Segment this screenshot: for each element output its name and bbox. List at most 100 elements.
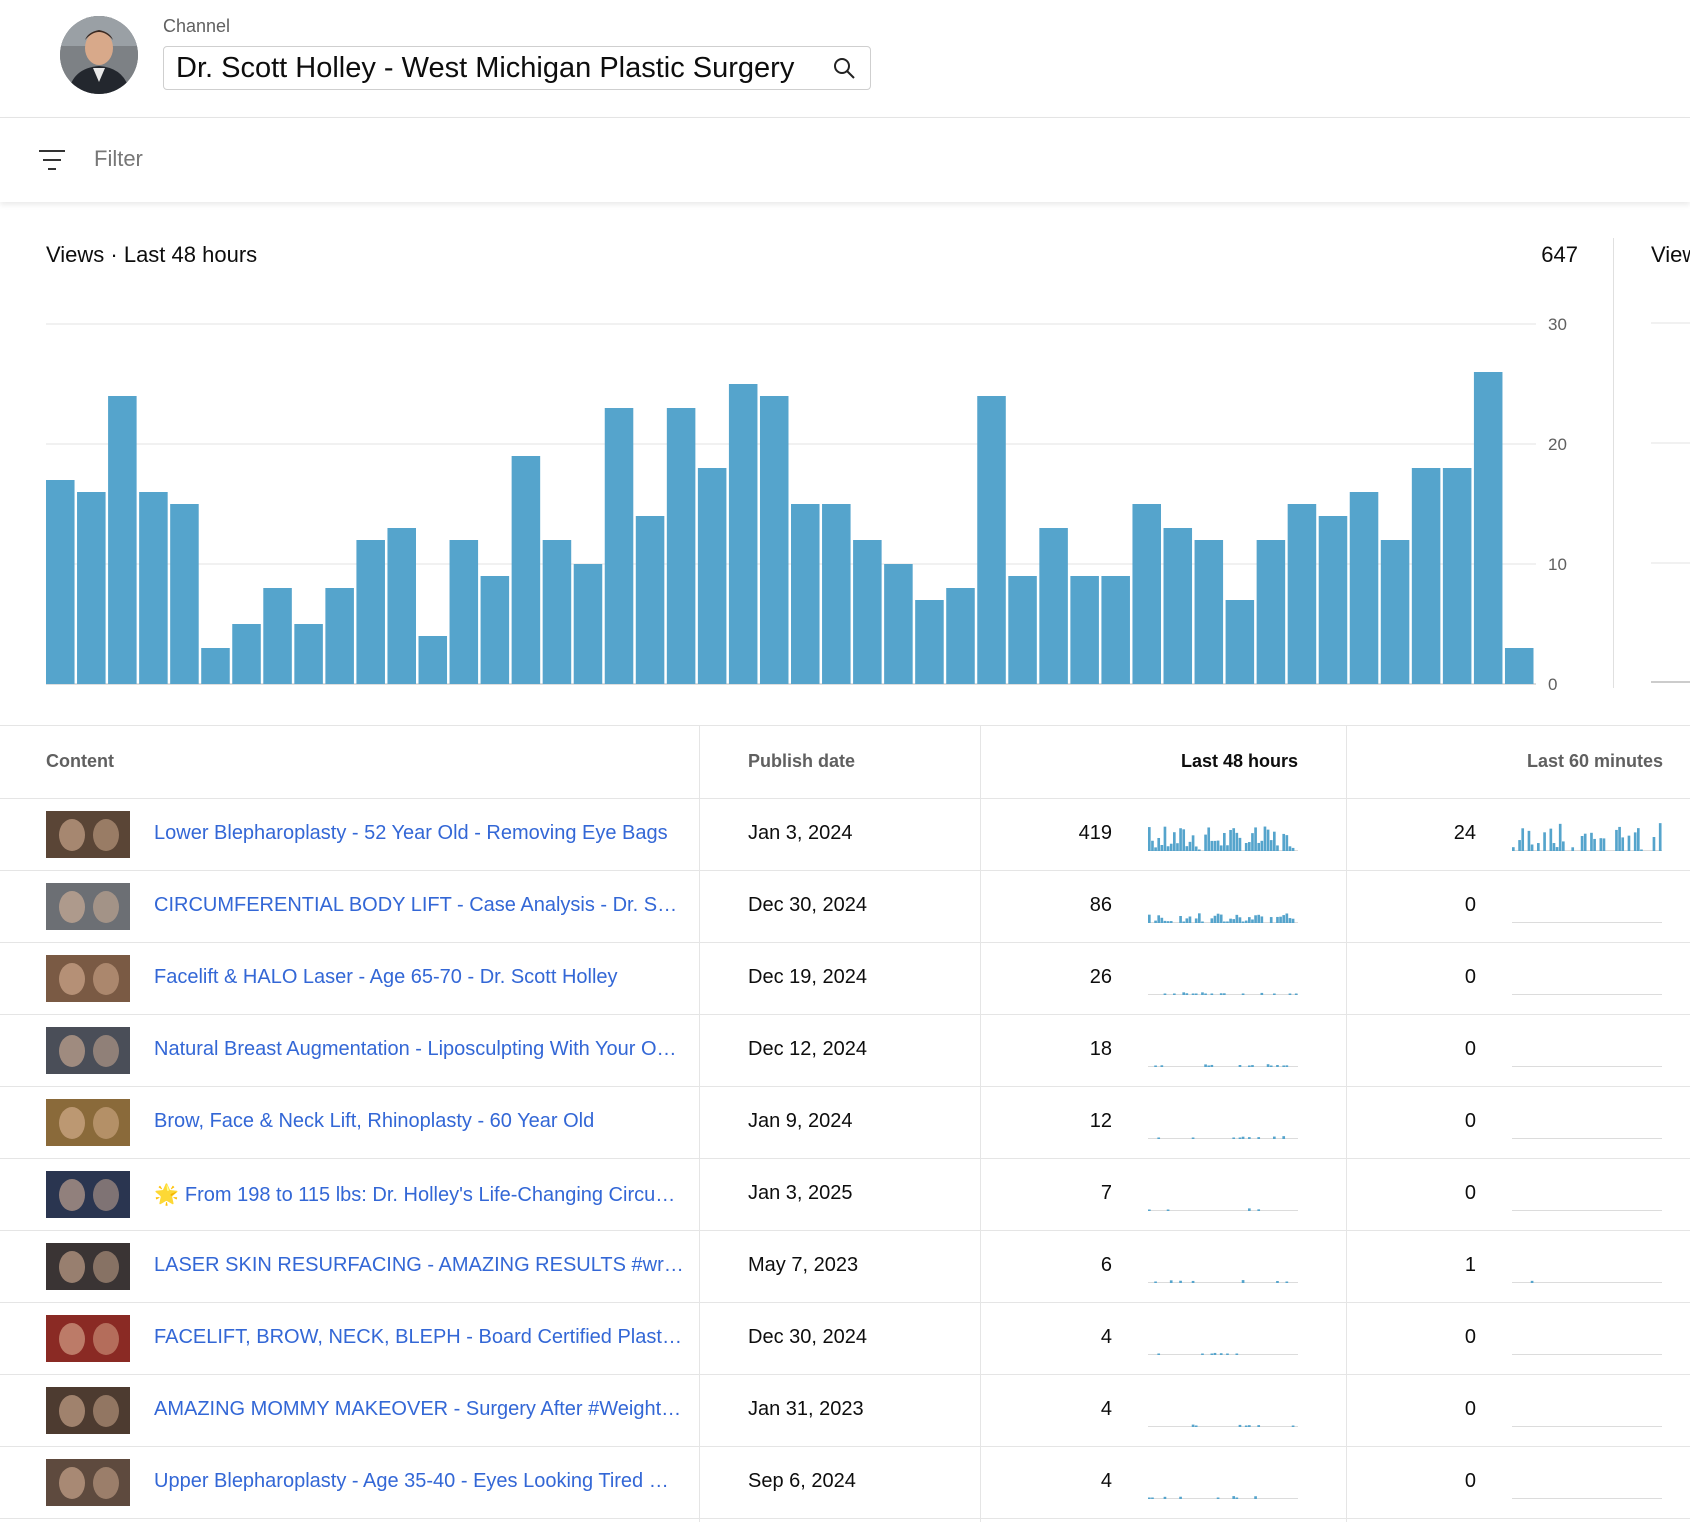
video-title-link[interactable]: LASER SKIN RESURFACING - AMAZING RESULTS… [154,1254,684,1277]
sparkline-bar [1251,919,1254,923]
views-last-60-minutes: 0 [1464,1110,1476,1132]
chart-bar[interactable] [1194,540,1224,684]
chart-bar[interactable] [759,396,789,684]
chart-bar[interactable] [915,600,944,684]
sparkline-60-minutes [1512,1280,1662,1283]
chart-bar[interactable] [1442,468,1472,684]
table-row[interactable]: LASER SKIN RESURFACING - AMAZING RESULTS… [0,1231,1690,1303]
header-last-60-minutes[interactable]: Last 60 minutes [1526,751,1663,771]
chart-bar[interactable] [635,516,665,684]
chart-bar[interactable] [728,384,758,684]
table-row[interactable]: CIRCUMFERENTIAL BODY LIFT - Case Analysi… [0,871,1690,943]
chart-bar[interactable] [542,540,572,684]
table-row[interactable]: Brow, Face & Neck Lift, Rhinoplasty - 60… [0,1087,1690,1159]
video-title-link[interactable]: Upper Blepharoplasty - Age 35-40 - Eyes … [154,1470,684,1493]
channel-selector[interactable]: Dr. Scott Holley - West Michigan Plastic… [163,46,871,90]
channel-avatar[interactable] [60,16,138,94]
table-row[interactable]: Upper Blepharoplasty - Age 35-40 - Eyes … [0,1447,1690,1519]
chart-bar[interactable] [294,624,323,684]
chart-bar[interactable] [232,624,261,684]
chart-bar[interactable] [666,408,696,684]
video-thumbnail[interactable] [46,811,130,858]
sparkline-bar [1216,1497,1220,1499]
chart-bar[interactable] [325,588,354,684]
video-title-link[interactable]: Facelift & HALO Laser - Age 65-70 - Dr. … [154,966,684,989]
video-thumbnail[interactable] [46,1099,130,1146]
chart-bar[interactable] [1287,504,1317,684]
video-thumbnail[interactable] [46,1387,130,1434]
sparkline-bar [1627,835,1631,851]
video-title-link[interactable]: AMAZING MOMMY MAKEOVER - Surgery After #… [154,1398,684,1421]
sparkline-bar [1238,837,1242,851]
chart-bar[interactable] [946,588,975,684]
chart-bar[interactable] [791,504,820,684]
chart-bar[interactable] [697,468,727,684]
chart-bar[interactable] [1411,468,1441,684]
video-title-link[interactable]: 🌟 From 198 to 115 lbs: Dr. Holley's Life-… [154,1182,684,1207]
table-row[interactable]: AMAZING MOMMY MAKEOVER - Surgery After #… [0,1375,1690,1447]
chart-bar[interactable] [853,540,882,684]
chart-bar[interactable] [418,636,448,684]
video-title-link[interactable]: CIRCUMFERENTIAL BODY LIFT - Case Analysi… [154,894,684,917]
chart-bar[interactable] [1039,528,1068,684]
chart-bar[interactable] [604,408,634,684]
chart-bar[interactable] [822,504,851,684]
video-thumbnail[interactable] [46,1315,130,1362]
chart-bar[interactable] [1225,600,1255,684]
sparkline-bar [1562,841,1565,851]
chart-bar[interactable] [1163,528,1193,684]
chart-bar[interactable] [480,576,510,684]
table-row[interactable]: Lower Blepharoplasty - 52 Year Old - Rem… [0,799,1690,871]
chart-bar[interactable] [77,492,106,684]
filter-input[interactable]: Filter [94,146,143,171]
chart-bar[interactable] [139,492,168,684]
chart-bar[interactable] [356,540,385,684]
chart-bar[interactable] [977,396,1006,684]
sparkline-bar [1282,915,1286,923]
video-title-link[interactable]: Brow, Face & Neck Lift, Rhinoplasty - 60… [154,1110,684,1133]
chart-bar[interactable] [201,648,230,684]
video-thumbnail[interactable] [46,1171,130,1218]
table-row[interactable]: Natural Breast Augmentation - Liposculpt… [0,1015,1690,1087]
chart-bar[interactable] [449,540,479,684]
video-title-link[interactable]: Lower Blepharoplasty - 52 Year Old - Rem… [154,822,684,845]
header-publish-date[interactable]: Publish date [748,751,856,771]
search-icon[interactable] [832,56,856,80]
video-thumbnail[interactable] [46,1459,130,1506]
sparkline-bar [1223,832,1226,851]
chart-bar[interactable] [1473,372,1503,684]
table-row[interactable]: 🌟 From 198 to 115 lbs: Dr. Holley's Life-… [0,1159,1690,1231]
chart-bar[interactable] [1101,576,1130,684]
chart-bar[interactable] [108,396,137,684]
header-content[interactable]: Content [46,751,114,771]
filter-icon[interactable] [38,148,66,172]
chart-bar[interactable] [1349,492,1379,684]
chart-bar[interactable] [1256,540,1286,684]
chart-bar[interactable] [46,480,75,684]
chart-bar[interactable] [1070,576,1099,684]
chart-bar[interactable] [170,504,199,684]
sparkline-48-hours [1148,1424,1298,1427]
chart-bar[interactable] [263,588,292,684]
chart-bar[interactable] [1380,540,1410,684]
video-title-link[interactable]: Natural Breast Augmentation - Liposculpt… [154,1038,684,1061]
video-title-link[interactable]: FACELIFT, BROW, NECK, BLEPH - Board Cert… [154,1326,684,1349]
video-thumbnail[interactable] [46,1243,130,1290]
chart-bar[interactable] [1318,516,1348,684]
chart-bar[interactable] [1504,648,1534,684]
video-thumbnail[interactable] [46,883,130,930]
sparkline-bar [1194,1425,1198,1427]
video-thumbnail[interactable] [46,955,130,1002]
header-last-48-hours[interactable]: Last 48 hours [1180,751,1298,771]
chart-bar[interactable] [884,564,913,684]
chart-bar[interactable] [511,456,541,684]
chart-bar[interactable] [573,564,603,684]
chart-bar[interactable] [1008,576,1037,684]
table-row[interactable]: Facelift & HALO Laser - Age 65-70 - Dr. … [0,943,1690,1015]
chart-bar[interactable] [387,528,416,684]
video-thumbnail[interactable] [46,1027,130,1074]
chart-bar[interactable] [1132,504,1161,684]
table-row[interactable]: FACELIFT, BROW, NECK, BLEPH - Board Cert… [0,1303,1690,1375]
sparkline-bar [1179,828,1182,851]
sparkline-bar [1207,1065,1211,1067]
